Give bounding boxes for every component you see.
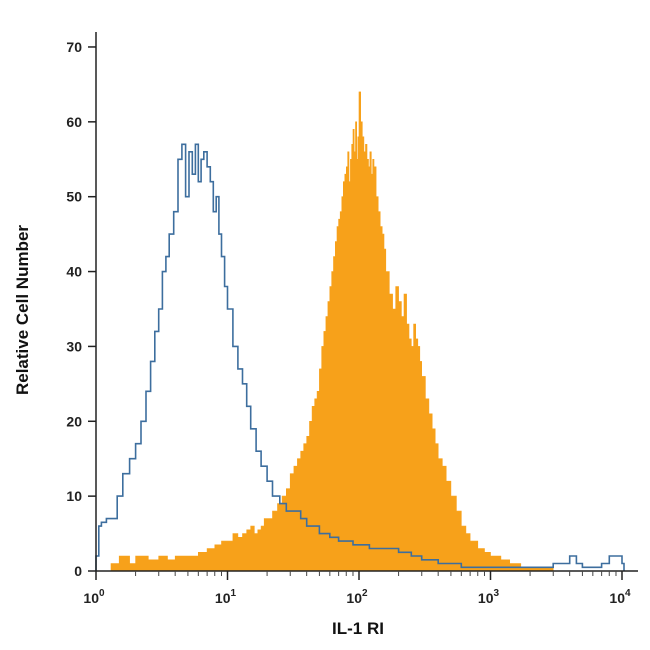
x-tick-exponent-0: 0	[99, 588, 105, 599]
series-0-outline-histogram	[95, 143, 625, 571]
x-tick-base-4: 10	[609, 590, 625, 606]
x-tick-base-1: 10	[215, 590, 231, 606]
y-tick-label-3: 30	[66, 338, 82, 354]
series-1-filled-histogram	[110, 91, 556, 572]
x-tick-exponent-4: 4	[625, 588, 631, 599]
x-tick-label-1: 101	[215, 588, 237, 606]
series-layer	[95, 91, 625, 572]
x-tick-label-3: 103	[478, 588, 500, 606]
x-tick-exponent-3: 3	[494, 588, 500, 599]
x-tick-base-0: 10	[83, 590, 99, 606]
y-tick-label-6: 60	[66, 114, 82, 130]
y-tick-label-0: 0	[74, 563, 82, 579]
x-tick-base-3: 10	[478, 590, 494, 606]
y-tick-label-4: 40	[66, 264, 82, 280]
x-tick-base-2: 10	[346, 590, 362, 606]
x-axis-title: IL-1 RI	[332, 619, 384, 638]
x-tick-label-2: 102	[346, 588, 368, 606]
x-tick-exponent-1: 1	[231, 588, 237, 599]
y-tick-label-1: 10	[66, 488, 82, 504]
y-axis-title: Relative Cell Number	[13, 225, 32, 395]
x-tick-exponent-2: 2	[362, 588, 368, 599]
y-tick-label-2: 20	[66, 413, 82, 429]
x-tick-label-4: 104	[609, 588, 631, 606]
y-tick-label-7: 70	[66, 39, 82, 55]
x-tick-label-0: 100	[83, 588, 105, 606]
y-tick-label-5: 50	[66, 189, 82, 205]
